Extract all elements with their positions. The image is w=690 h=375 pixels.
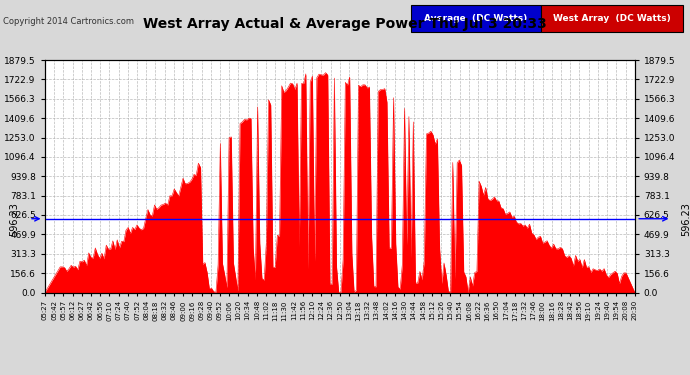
Bar: [411, 5, 542, 32]
Text: 596.23: 596.23: [682, 202, 690, 236]
Text: Copyright 2014 Cartronics.com: Copyright 2014 Cartronics.com: [3, 17, 135, 26]
Text: West Array  (DC Watts): West Array (DC Watts): [553, 14, 671, 23]
Text: West Array Actual & Average Power Thu Jul 3 20:33: West Array Actual & Average Power Thu Ju…: [143, 17, 547, 31]
Text: Average  (DC Watts): Average (DC Watts): [424, 14, 528, 23]
Text: 596.23: 596.23: [9, 202, 19, 236]
Bar: [542, 5, 683, 32]
